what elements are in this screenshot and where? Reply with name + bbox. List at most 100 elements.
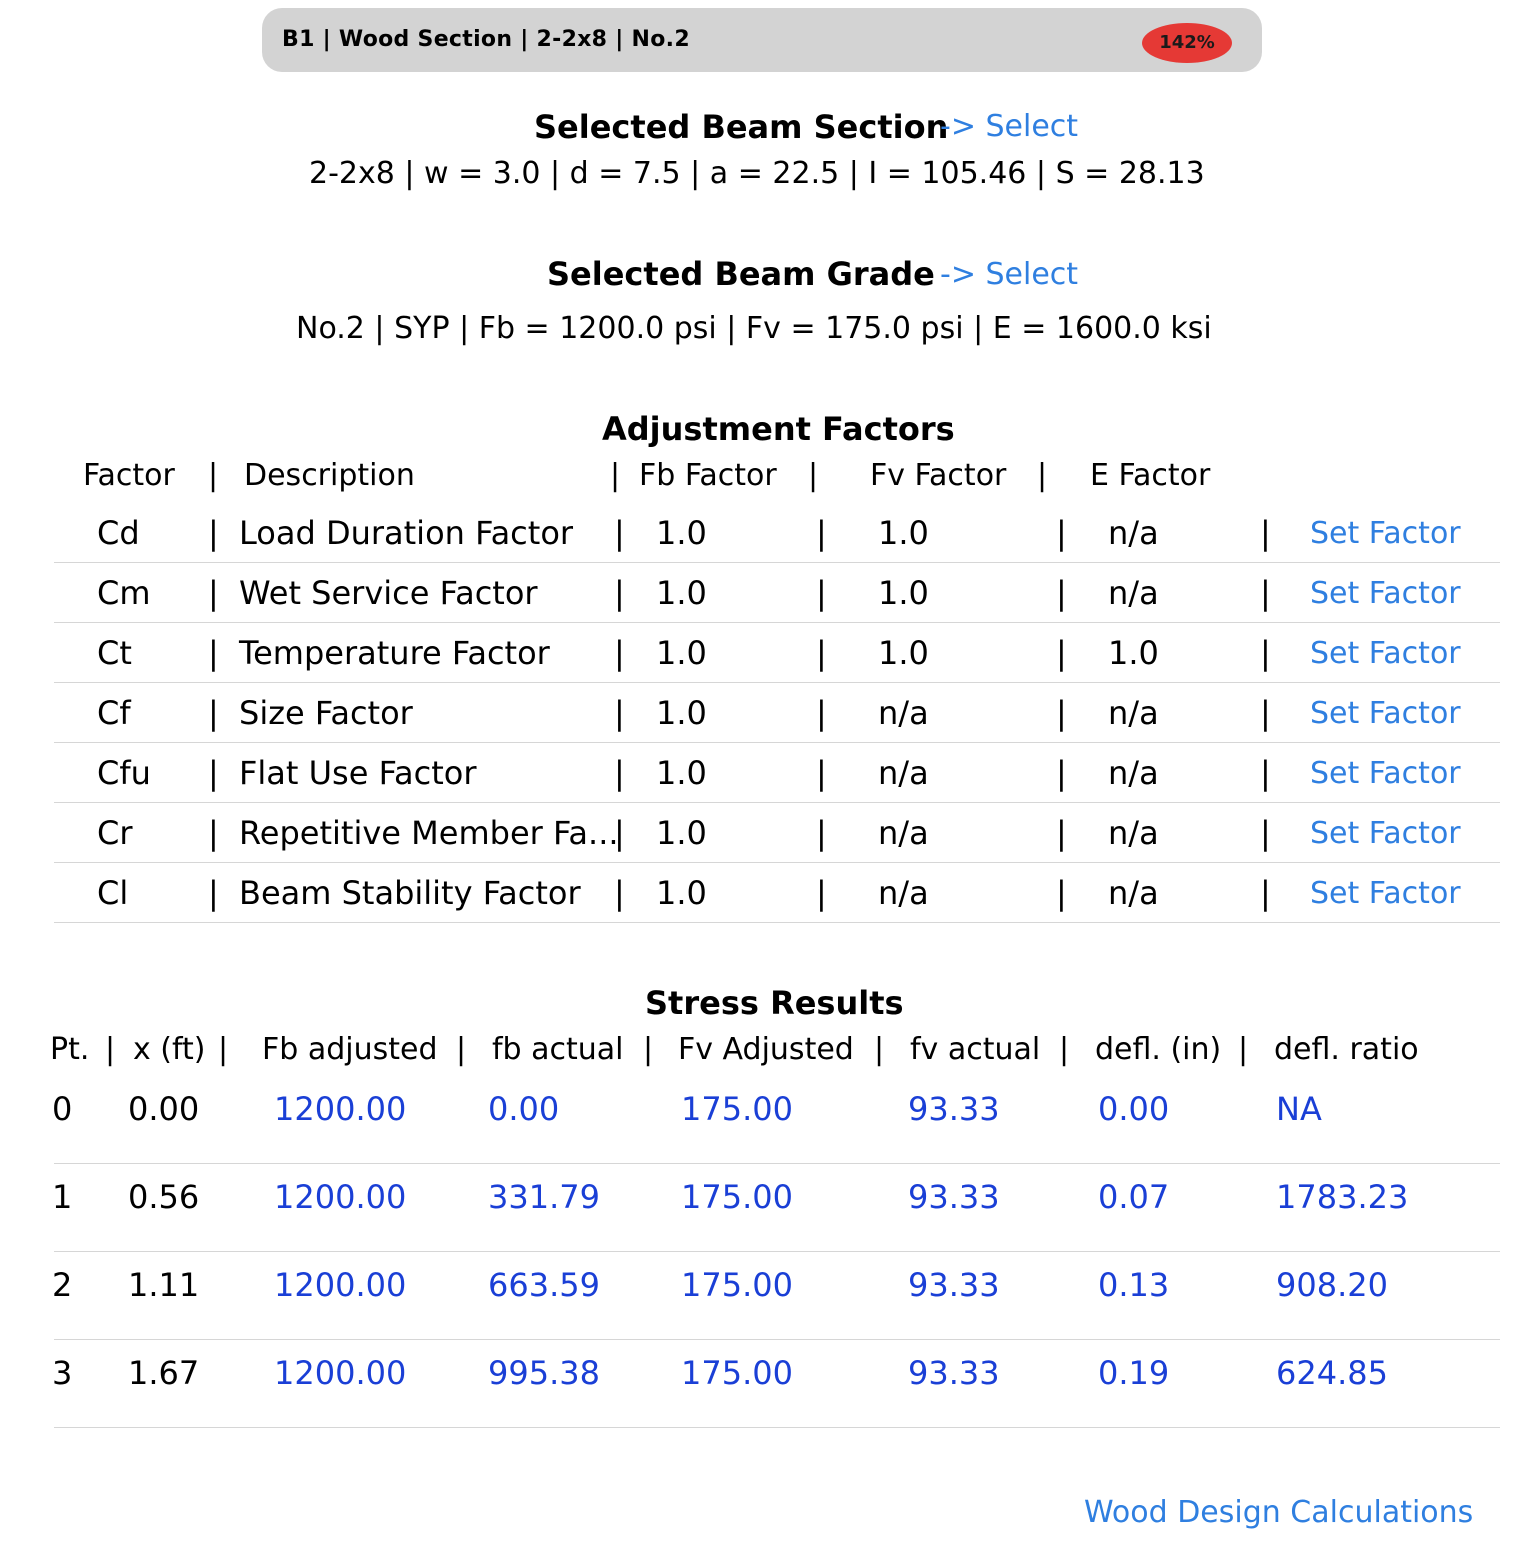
stress-defl-ratio: NA — [1276, 1090, 1322, 1128]
row-divider — [54, 802, 1500, 803]
header-separator: | — [208, 458, 219, 493]
factor-fv: 1.0 — [878, 634, 929, 672]
factor-description: Repetitive Member Fa... — [239, 814, 619, 852]
factor-separator: | — [816, 574, 827, 612]
set-factor-button[interactable]: Set Factor — [1310, 516, 1461, 551]
factor-code: Cd — [97, 514, 140, 552]
factor-code: Cf — [97, 694, 131, 732]
header-defl: defl. (in) — [1095, 1032, 1222, 1067]
factor-e: n/a — [1108, 754, 1159, 792]
grade-title: Selected Beam Grade — [547, 255, 935, 293]
factor-separator: | — [816, 694, 827, 732]
set-factor-button[interactable]: Set Factor — [1310, 876, 1461, 911]
factor-separator: | — [1260, 574, 1271, 612]
factor-fv: n/a — [878, 754, 929, 792]
factor-separator: | — [614, 814, 625, 852]
stress-fv-actual: 93.33 — [908, 1354, 1000, 1392]
factor-separator: | — [1260, 874, 1271, 912]
row-divider — [54, 1427, 1500, 1428]
header-fv-adjusted: Fv Adjusted — [678, 1032, 854, 1067]
factor-code: Ct — [97, 634, 132, 672]
factor-separator: | — [1056, 514, 1067, 552]
header-separator: | — [1059, 1032, 1070, 1067]
row-divider — [54, 1163, 1500, 1164]
factor-separator: | — [1056, 754, 1067, 792]
stress-defl: 0.13 — [1098, 1266, 1170, 1304]
factor-separator: | — [1056, 694, 1067, 732]
stress-fv-actual: 93.33 — [908, 1266, 1000, 1304]
header-defl-ratio: defl. ratio — [1274, 1032, 1419, 1067]
stress-fb-actual: 663.59 — [488, 1266, 600, 1304]
header-separator: | — [874, 1032, 885, 1067]
row-divider — [54, 1339, 1500, 1340]
factor-e: 1.0 — [1108, 634, 1159, 672]
header-fb-adjusted: Fb adjusted — [262, 1032, 438, 1067]
stress-defl: 0.19 — [1098, 1354, 1170, 1392]
factor-separator: | — [1260, 514, 1271, 552]
set-factor-button[interactable]: Set Factor — [1310, 696, 1461, 731]
header-fb-actual: fb actual — [492, 1032, 624, 1067]
header-separator: | — [808, 458, 819, 493]
factor-separator: | — [208, 634, 219, 672]
factor-separator: | — [208, 694, 219, 732]
factor-separator: | — [1260, 754, 1271, 792]
factor-fv: n/a — [878, 694, 929, 732]
header-separator: | — [610, 458, 621, 493]
section-select-link[interactable]: -> Select — [940, 109, 1079, 144]
row-divider — [54, 682, 1500, 683]
factor-fv: 1.0 — [878, 574, 929, 612]
row-divider — [54, 922, 1500, 923]
set-factor-button[interactable]: Set Factor — [1310, 576, 1461, 611]
factor-description: Flat Use Factor — [239, 754, 477, 792]
factor-separator: | — [1056, 814, 1067, 852]
stress-x: 0.56 — [128, 1178, 200, 1216]
factor-separator: | — [1260, 694, 1271, 732]
stress-fv-adjusted: 175.00 — [681, 1266, 793, 1304]
factor-separator: | — [816, 514, 827, 552]
stress-fv-actual: 93.33 — [908, 1090, 1000, 1128]
factor-separator: | — [1056, 874, 1067, 912]
factor-separator: | — [1056, 574, 1067, 612]
wood-design-calculations-link[interactable]: Wood Design Calculations — [1084, 1495, 1474, 1530]
header-separator: | — [1238, 1032, 1249, 1067]
factor-row: Cd | Load Duration Factor | 1.0 | 1.0 | … — [0, 503, 1528, 563]
stress-row: 3 1.67 1200.00 995.38 175.00 93.33 0.19 … — [0, 1340, 1528, 1428]
grade-select-link[interactable]: -> Select — [940, 257, 1079, 292]
factor-separator: | — [614, 634, 625, 672]
stress-fv-adjusted: 175.00 — [681, 1090, 793, 1128]
factor-e: n/a — [1108, 814, 1159, 852]
factor-separator: | — [208, 514, 219, 552]
set-factor-button[interactable]: Set Factor — [1310, 756, 1461, 791]
factor-fv: 1.0 — [878, 514, 929, 552]
header-fv-factor: Fv Factor — [870, 458, 1007, 493]
factor-fb: 1.0 — [656, 694, 707, 732]
stress-title: Stress Results — [645, 984, 904, 1022]
set-factor-button[interactable]: Set Factor — [1310, 636, 1461, 671]
factor-description: Temperature Factor — [239, 634, 550, 672]
factor-code: Cfu — [97, 754, 151, 792]
factor-row: Cf | Size Factor | 1.0 | n/a | n/a | Set… — [0, 683, 1528, 743]
stress-x: 1.67 — [128, 1354, 200, 1392]
summary-bar: B1 | Wood Section | 2-2x8 | No.2 142% — [262, 8, 1262, 72]
set-factor-button[interactable]: Set Factor — [1310, 816, 1461, 851]
stress-x: 1.11 — [128, 1266, 200, 1304]
factor-separator: | — [208, 814, 219, 852]
factor-separator: | — [208, 754, 219, 792]
header-e-factor: E Factor — [1090, 458, 1211, 493]
header-description: Description — [244, 458, 415, 493]
factor-row: Cfu | Flat Use Factor | 1.0 | n/a | n/a … — [0, 743, 1528, 803]
grade-details: No.2 | SYP | Fb = 1200.0 psi | Fv = 175.… — [296, 311, 1212, 346]
factor-separator: | — [1260, 634, 1271, 672]
stress-fb-adjusted: 1200.00 — [274, 1090, 407, 1128]
factor-fb: 1.0 — [656, 814, 707, 852]
header-separator: | — [105, 1032, 116, 1067]
header-fb-factor: Fb Factor — [639, 458, 777, 493]
stress-row: 0 0.00 1200.00 0.00 175.00 93.33 0.00 NA — [0, 1076, 1528, 1164]
factor-fb: 1.0 — [656, 514, 707, 552]
factor-separator: | — [614, 754, 625, 792]
stress-defl-ratio: 1783.23 — [1276, 1178, 1409, 1216]
factor-code: Cm — [97, 574, 151, 612]
factor-separator: | — [1260, 814, 1271, 852]
factor-row: Cm | Wet Service Factor | 1.0 | 1.0 | n/… — [0, 563, 1528, 623]
stress-defl: 0.00 — [1098, 1090, 1170, 1128]
